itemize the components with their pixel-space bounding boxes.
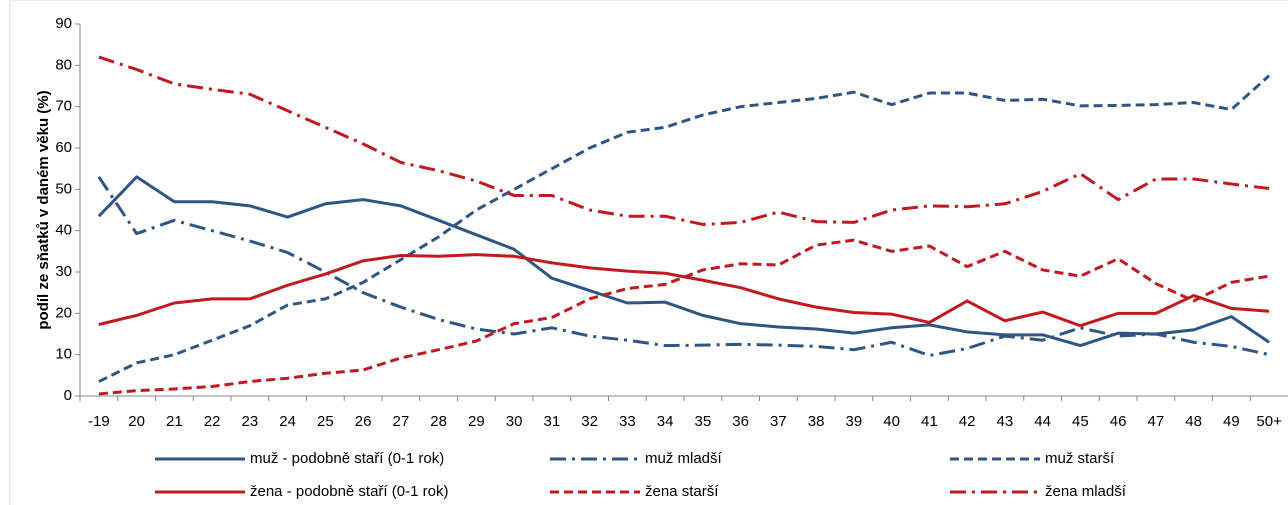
x-tick-label: 28 (430, 413, 447, 430)
y-tick-label: 10 (55, 346, 72, 363)
y-tick-label: 70 (55, 98, 72, 115)
x-tick-label: 22 (204, 413, 221, 430)
x-tick-label: 46 (1110, 413, 1127, 430)
x-tick-label: 29 (468, 413, 485, 430)
legend-label: žena starší (645, 483, 719, 500)
series-line (97, 175, 1270, 348)
x-tick-label: 23 (242, 413, 259, 430)
x-tick-label: 26 (355, 413, 372, 430)
x-tick-label: 34 (657, 413, 674, 430)
y-axis-label: podíl ze sňatků v daném věku (%) (35, 90, 52, 329)
chart-border (9, 0, 1288, 505)
series-line (97, 176, 1270, 357)
series-line (98, 253, 1270, 328)
x-tick-label: 37 (770, 413, 787, 430)
y-tick-label: 30 (55, 263, 72, 280)
x-tick-label: 20 (128, 413, 145, 430)
x-tick-label: 44 (1034, 413, 1051, 430)
series-line (98, 74, 1271, 383)
y-tick-label: 50 (55, 180, 72, 197)
x-tick-label: 45 (1072, 413, 1089, 430)
y-tick-label: 80 (55, 56, 72, 73)
x-tick-label: -19 (88, 413, 110, 430)
x-tick-label: 47 (1148, 413, 1165, 430)
x-tick-label: 31 (544, 413, 561, 430)
legend-label: žena - podobně staří (0-1 rok) (250, 483, 448, 500)
x-tick-label: 21 (166, 413, 183, 430)
series-line (98, 55, 1270, 226)
x-tick-label: 24 (279, 413, 296, 430)
y-tick-label: 0 (64, 387, 72, 404)
y-tick-label: 20 (55, 304, 72, 321)
y-tick-label: 40 (55, 222, 72, 239)
y-tick-label: 90 (55, 15, 72, 32)
x-tick-label: 41 (921, 413, 938, 430)
y-tick-label: 60 (55, 139, 72, 156)
x-tick-label: 39 (846, 413, 863, 430)
x-tick-label: 38 (808, 413, 825, 430)
series-line (98, 238, 1270, 396)
legend-label: žena mladší (1045, 483, 1127, 500)
x-tick-label: 30 (506, 413, 523, 430)
x-tick-label: 33 (619, 413, 636, 430)
x-tick-label: 49 (1223, 413, 1240, 430)
legend-label: muž mladší (645, 450, 723, 467)
x-tick-label: 32 (581, 413, 598, 430)
x-tick-label: 25 (317, 413, 334, 430)
x-tick-label: 50+ (1256, 413, 1282, 430)
x-tick-label: 36 (732, 413, 749, 430)
x-tick-label: 40 (883, 413, 900, 430)
x-tick-label: 48 (1185, 413, 1202, 430)
x-tick-label: 27 (393, 413, 410, 430)
x-tick-label: 43 (997, 413, 1014, 430)
x-tick-label: 35 (695, 413, 712, 430)
legend-label: muž - podobně staří (0-1 rok) (250, 450, 444, 467)
x-tick-label: 42 (959, 413, 976, 430)
legend-label: muž starší (1045, 450, 1115, 467)
